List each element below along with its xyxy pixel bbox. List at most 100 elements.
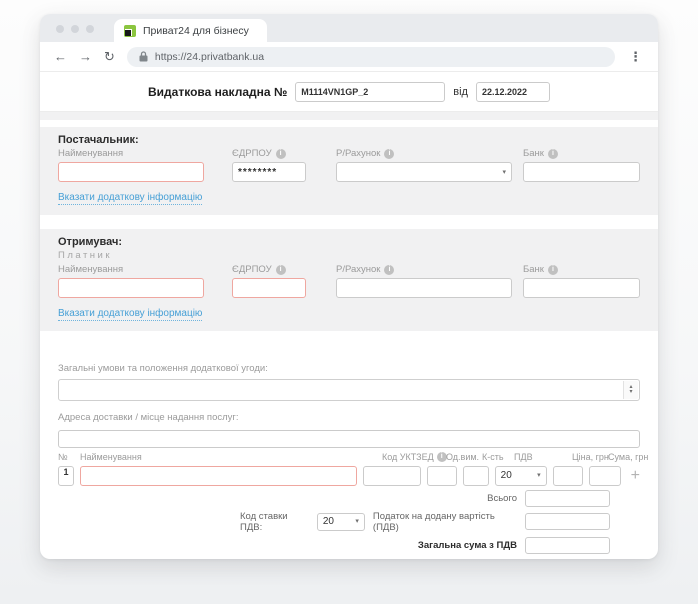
back-icon[interactable]: ← bbox=[54, 50, 67, 63]
date-label: від bbox=[453, 86, 468, 98]
supplier-name-input[interactable] bbox=[58, 162, 204, 182]
supplier-edrpou-field: ЄДРПОУ i bbox=[232, 148, 306, 182]
col-header-name: Найменування bbox=[80, 452, 376, 462]
receiver-subheading: Платник bbox=[58, 250, 640, 261]
supplier-name-label: Найменування bbox=[58, 148, 123, 159]
total-row: Всього bbox=[58, 490, 640, 507]
items-table-header: № Найменування Код УКТЗЕДi Од.вим. К-сть… bbox=[58, 452, 640, 462]
spinner-control[interactable]: ▴ ▾ bbox=[623, 381, 638, 399]
receiver-section: Отримувач: Платник Найменування ЄДРПОУi … bbox=[40, 229, 658, 331]
receiver-account-input[interactable] bbox=[336, 278, 512, 298]
forward-icon[interactable]: → bbox=[79, 50, 92, 63]
supplier-account-label: Р/Рахунок bbox=[336, 148, 380, 159]
address-bar[interactable]: https://24.privatbank.ua bbox=[127, 47, 615, 67]
item-sum-input[interactable] bbox=[589, 466, 621, 486]
terms-label: Загальні умови та положення додаткової у… bbox=[58, 363, 640, 374]
browser-tab[interactable]: Приват24 для бізнесу bbox=[114, 19, 267, 42]
col-header-qty: К-сть bbox=[482, 452, 508, 462]
receiver-bank-label: Банк bbox=[523, 264, 544, 275]
receiver-edrpou-input[interactable] bbox=[232, 278, 306, 298]
traffic-light-dot bbox=[71, 25, 79, 33]
vat-code-select[interactable]: 20 ▾ bbox=[317, 513, 365, 531]
supplier-edrpou-label: ЄДРПОУ bbox=[232, 148, 272, 159]
item-name-input[interactable] bbox=[80, 466, 357, 486]
item-vat-select[interactable]: 20 ▾ bbox=[495, 466, 547, 486]
section-divider bbox=[40, 112, 658, 120]
receiver-name-label: Найменування bbox=[58, 264, 123, 275]
chevron-down-icon: ▾ bbox=[537, 472, 541, 479]
supplier-account-field: Р/Рахунок i ▾ bbox=[336, 148, 512, 182]
receiver-account-label: Р/Рахунок bbox=[336, 264, 380, 275]
document-body: Загальні умови та положення додаткової у… bbox=[40, 345, 658, 559]
refresh-icon[interactable]: ↻ bbox=[104, 50, 115, 63]
delivery-address-label: Адреса доставки / місце надання послуг: bbox=[58, 412, 640, 423]
info-icon[interactable]: i bbox=[384, 265, 394, 275]
vat-code-label: Код ставки ПДВ: bbox=[240, 511, 309, 533]
receiver-name-input[interactable] bbox=[58, 278, 204, 298]
col-header-uktzed: Код УКТЗЕД bbox=[382, 452, 434, 462]
terms-input[interactable]: ▴ ▾ bbox=[58, 379, 640, 401]
add-row-icon[interactable]: + bbox=[631, 468, 640, 484]
info-icon[interactable]: i bbox=[548, 265, 558, 275]
supplier-bank-input[interactable] bbox=[523, 162, 640, 182]
items-table: № Найменування Код УКТЗЕДi Од.вим. К-сть… bbox=[58, 452, 640, 486]
chevron-down-icon: ▾ bbox=[502, 169, 506, 176]
total-input[interactable] bbox=[525, 490, 610, 507]
item-unit-input[interactable] bbox=[427, 466, 457, 486]
supplier-more-info-link[interactable]: Вказати додаткову інформацію bbox=[58, 192, 202, 205]
item-uktzed-input[interactable] bbox=[363, 466, 421, 486]
receiver-bank-input[interactable] bbox=[523, 278, 640, 298]
col-header-sum: Сума, грн bbox=[608, 452, 640, 462]
col-header-price: Ціна, грн bbox=[572, 452, 602, 462]
document-header: Видаткова накладна № від bbox=[40, 72, 658, 112]
document-title: Видаткова накладна № bbox=[148, 85, 287, 99]
grand-total-row: Загальна сума з ПДВ bbox=[58, 537, 640, 554]
supplier-name-field: Найменування bbox=[58, 148, 204, 182]
page-background: Приват24 для бізнесу ← → ↻ https://24.pr… bbox=[0, 0, 698, 604]
vat-amount-input[interactable] bbox=[525, 513, 610, 530]
col-header-num: № bbox=[58, 452, 74, 462]
browser-window: Приват24 для бізнесу ← → ↻ https://24.pr… bbox=[40, 14, 658, 559]
delivery-address-input[interactable] bbox=[58, 430, 640, 448]
traffic-light-dot bbox=[86, 25, 94, 33]
document-number-input[interactable] bbox=[295, 82, 445, 102]
supplier-bank-label: Банк bbox=[523, 148, 544, 159]
item-price-input[interactable] bbox=[553, 466, 583, 486]
receiver-more-info-link[interactable]: Вказати додаткову інформацію bbox=[58, 308, 202, 321]
receiver-name-field: Найменування bbox=[58, 264, 204, 298]
spinner-down-icon[interactable]: ▾ bbox=[629, 390, 632, 395]
grand-total-input[interactable] bbox=[525, 537, 610, 554]
grand-total-label: Загальна сума з ПДВ bbox=[418, 540, 517, 551]
info-icon[interactable]: i bbox=[384, 149, 394, 159]
info-icon[interactable]: i bbox=[548, 149, 558, 159]
tab-title: Приват24 для бізнесу bbox=[143, 25, 249, 37]
vat-code-group: Код ставки ПДВ: 20 ▾ bbox=[240, 511, 365, 533]
lock-icon bbox=[139, 51, 148, 62]
row-number: 1 bbox=[58, 466, 74, 486]
browser-menu-icon[interactable]: ⋮ bbox=[627, 49, 644, 65]
chevron-down-icon: ▾ bbox=[355, 518, 359, 525]
window-controls bbox=[56, 25, 94, 33]
info-icon[interactable]: i bbox=[276, 265, 286, 275]
col-header-unit: Од.вим. bbox=[446, 452, 476, 462]
info-icon[interactable]: i bbox=[276, 149, 286, 159]
total-label: Всього bbox=[487, 493, 517, 504]
supplier-edrpou-input[interactable] bbox=[232, 162, 306, 182]
supplier-bank-field: Банкi bbox=[523, 148, 640, 182]
receiver-fields: Найменування ЄДРПОУi Р/Рахунокi Банкi bbox=[58, 264, 640, 298]
supplier-account-select[interactable]: ▾ bbox=[336, 162, 512, 182]
browser-toolbar: ← → ↻ https://24.privatbank.ua ⋮ bbox=[40, 42, 658, 72]
receiver-account-field: Р/Рахунок i bbox=[336, 264, 512, 298]
supplier-heading: Постачальник: bbox=[58, 134, 640, 146]
traffic-light-dot bbox=[56, 25, 64, 33]
receiver-bank-field: Банкi bbox=[523, 264, 640, 298]
receiver-edrpou-field: ЄДРПОУ i bbox=[232, 264, 306, 298]
col-header-vat: ПДВ bbox=[514, 452, 566, 462]
item-qty-input[interactable] bbox=[463, 466, 489, 486]
vat-amount-label: Податок на додану вартість (ПДВ) bbox=[373, 511, 517, 533]
receiver-edrpou-label: ЄДРПОУ bbox=[232, 264, 272, 275]
vat-row: Код ставки ПДВ: 20 ▾ Податок на додану в… bbox=[58, 511, 640, 533]
document-date-input[interactable] bbox=[476, 82, 550, 102]
supplier-section: Постачальник: Найменування ЄДРПОУ i Р/Рах… bbox=[40, 127, 658, 215]
url-text: https://24.privatbank.ua bbox=[155, 51, 264, 63]
